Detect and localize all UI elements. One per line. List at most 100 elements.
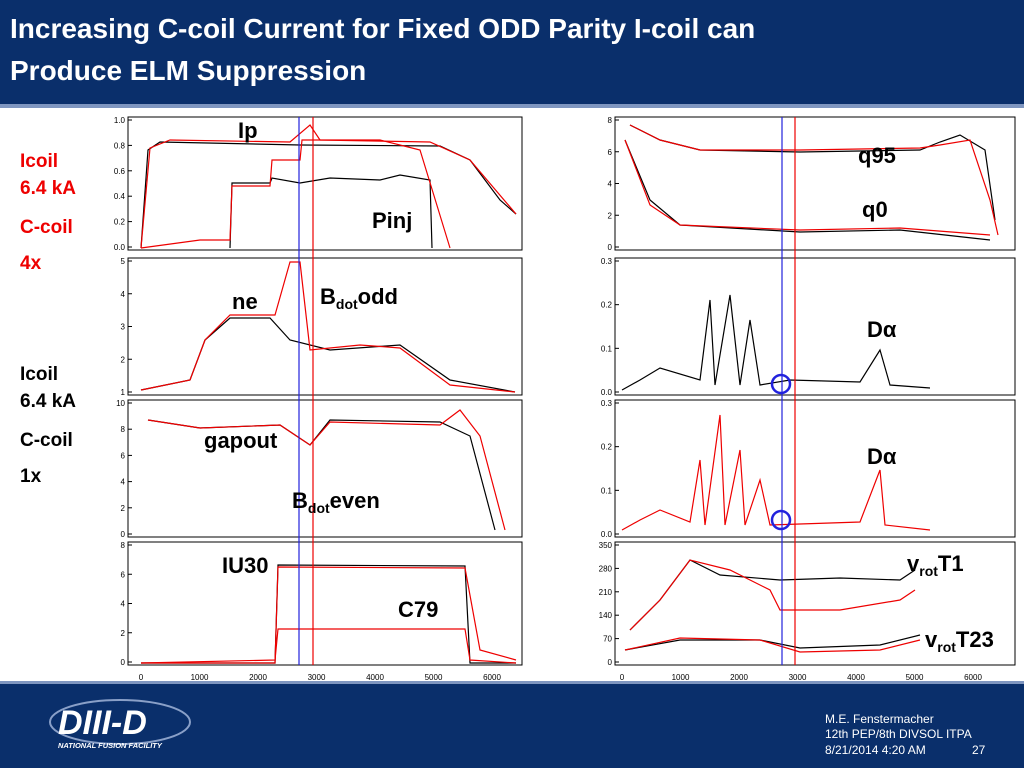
y-tick-label: 0.0 [601, 530, 613, 539]
annotation-part: Ip [238, 118, 258, 143]
q95-trace [629, 124, 996, 221]
footer-rule [0, 681, 1024, 684]
y-tick-label: 70 [603, 635, 612, 644]
traces [140, 124, 999, 664]
y-tick-label: 0 [608, 243, 613, 252]
y-tick-label: 0.6 [114, 167, 126, 176]
y-tick-label: 2 [121, 629, 126, 638]
highlight-circle [770, 373, 792, 395]
annotation: Dα [867, 444, 897, 469]
annotation: Pinj [372, 208, 412, 233]
side-label: C-coil [20, 430, 73, 451]
highlight-circle [770, 509, 792, 531]
y-tick-label: 3 [121, 323, 126, 332]
y-tick-label: 210 [599, 588, 613, 597]
annotation: C79 [398, 597, 438, 622]
q95-trace [629, 124, 999, 236]
plot-frame [127, 257, 523, 396]
x-tick-label: 2000 [249, 673, 267, 682]
y-tick-label: 0.2 [601, 443, 613, 452]
side-label: 4x [20, 253, 42, 274]
x-tick-label: 3000 [789, 673, 807, 682]
annotation: IU30 [222, 553, 268, 578]
q0-trace [624, 139, 991, 241]
header-rule [0, 104, 1024, 108]
y-tick-label: 0.4 [114, 192, 126, 201]
side-labels: Icoil 6.4 kA C-coil 4x Icoil 6.4 kA C-coil 1x [20, 151, 76, 487]
title-line: Increasing C-coil Current for Fixed ODD … [10, 13, 755, 44]
annotation-part: odd [358, 284, 398, 309]
c79-trace [140, 628, 517, 664]
pinj-trace [229, 174, 433, 249]
iu30-trace [141, 564, 516, 664]
x-tick-label: 4000 [366, 673, 384, 682]
y-tick-label: 1 [121, 388, 126, 397]
annotation-part: dot [336, 296, 358, 312]
y-tick-label: 350 [599, 541, 613, 550]
annotation-part: T1 [938, 551, 964, 576]
logo-sub: NATIONAL FUSION FACILITY [58, 741, 163, 750]
annotation: Bdotodd [320, 284, 398, 312]
ip-trace [140, 124, 517, 249]
plot-frame [127, 399, 523, 538]
y-tick-label: 8 [121, 541, 126, 550]
y-tick-label: 2 [608, 211, 613, 220]
x-tick-label: 5000 [425, 673, 443, 682]
plot-frame [614, 541, 1016, 666]
footer-date: 8/21/2014 4:20 AM [825, 743, 926, 757]
side-label: C-coil [20, 217, 73, 238]
y-tick-label: 10 [116, 399, 125, 408]
x-tick-label: 4000 [847, 673, 865, 682]
footer-page: 27 [972, 743, 986, 757]
annotation-part: C79 [398, 597, 438, 622]
annotation-part: rot [919, 563, 938, 579]
plot-frame [127, 541, 523, 666]
x-tick-label: 0 [139, 673, 144, 682]
y-tick-label: 0 [121, 658, 126, 667]
y-tick-label: 1.0 [114, 116, 126, 125]
x-tick-label: 1000 [672, 673, 690, 682]
x-tick-label: 6000 [964, 673, 982, 682]
y-tick-label: 4 [121, 290, 126, 299]
annotation-part: ne [232, 289, 258, 314]
y-tick-label: 0.0 [114, 243, 126, 252]
side-label: Icoil [20, 151, 58, 172]
y-tick-label: 8 [121, 425, 126, 434]
annotation: q0 [862, 197, 888, 222]
annotation-part: gapout [204, 428, 278, 453]
logo: DIII-D [58, 704, 147, 742]
x-tick-label: 6000 [483, 673, 501, 682]
y-tick-label: 5 [121, 257, 126, 266]
y-tick-label: 0.0 [601, 388, 613, 397]
ne-trace [140, 261, 516, 393]
annotation-part: dot [308, 500, 330, 516]
annotation-part: IU30 [222, 553, 268, 578]
x-tick-label: 5000 [906, 673, 924, 682]
annotation-part: q95 [858, 143, 896, 168]
y-tick-label: 4 [608, 180, 613, 189]
annotation: vrotT23 [925, 627, 994, 655]
x-tick-label: 3000 [308, 673, 326, 682]
annotation: Bdoteven [292, 488, 380, 516]
annotation: ne [232, 289, 258, 314]
y-tick-label: 6 [608, 148, 613, 157]
annotation-part: v [925, 627, 938, 652]
plot-frame [614, 257, 1016, 396]
annotation-part: B [320, 284, 336, 309]
annotation-part: Dα [867, 317, 897, 342]
y-tick-label: 0.3 [601, 257, 613, 266]
pinj-trace [140, 139, 451, 249]
y-tick-label: 140 [599, 611, 613, 620]
q0-trace [624, 139, 991, 236]
y-tick-label: 0.2 [601, 301, 613, 310]
vrot-trace [629, 559, 916, 631]
side-label: 1x [20, 466, 42, 487]
y-tick-label: 4 [121, 478, 126, 487]
y-tick-label: 2 [121, 504, 126, 513]
ip-trace [140, 141, 517, 249]
y-tick-label: 0 [121, 530, 126, 539]
side-label: 6.4 kA [20, 178, 76, 199]
side-label: Icoil [20, 364, 58, 385]
